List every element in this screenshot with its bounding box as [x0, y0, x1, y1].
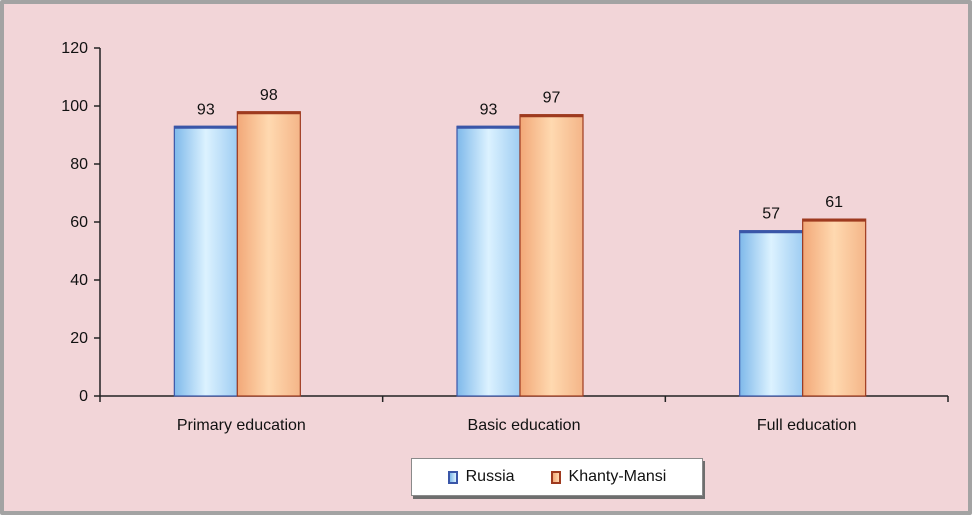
y-tick-label: 120	[61, 40, 88, 57]
bar-khanty-mansi	[519, 114, 584, 397]
bar-russia	[456, 125, 521, 397]
bars	[173, 111, 867, 397]
y-tick-label: 40	[70, 272, 88, 289]
legend-swatch-russia	[447, 470, 458, 484]
x-category-label: Primary education	[177, 417, 306, 434]
data-label-russia: 57	[762, 206, 780, 223]
y-tick-label: 60	[70, 214, 88, 231]
labels: 0 20 40 60 80 100 120 Primary education 93 98 Basi…	[61, 40, 856, 434]
bar-russia	[739, 230, 804, 397]
legend: Russia Khanty-Mansi	[411, 458, 703, 496]
legend-swatch-khanty-mansi	[550, 470, 561, 484]
data-label-russia: 93	[197, 101, 215, 118]
data-label-khanty-mansi: 98	[260, 87, 278, 104]
legend-label-russia: Russia	[465, 468, 515, 485]
bar-khanty-mansi	[236, 111, 301, 397]
bar-khanty-mansi	[802, 218, 867, 397]
y-tick-label: 0	[79, 388, 88, 405]
data-label-russia: 93	[480, 101, 498, 118]
x-category-label: Full education	[757, 417, 857, 434]
bar-russia	[173, 125, 238, 397]
legend-label-khanty-mansi: Khanty-Mansi	[568, 468, 667, 485]
data-label-khanty-mansi: 97	[543, 90, 561, 107]
legend-item-khanty-mansi: Khanty-Mansi	[550, 468, 667, 486]
legend-item-russia: Russia	[447, 468, 515, 486]
x-category-label: Basic education	[468, 417, 581, 434]
y-tick-label: 80	[70, 156, 88, 173]
y-tick-label: 20	[70, 330, 88, 347]
y-tick-label: 100	[61, 98, 88, 115]
data-label-khanty-mansi: 61	[825, 194, 843, 211]
